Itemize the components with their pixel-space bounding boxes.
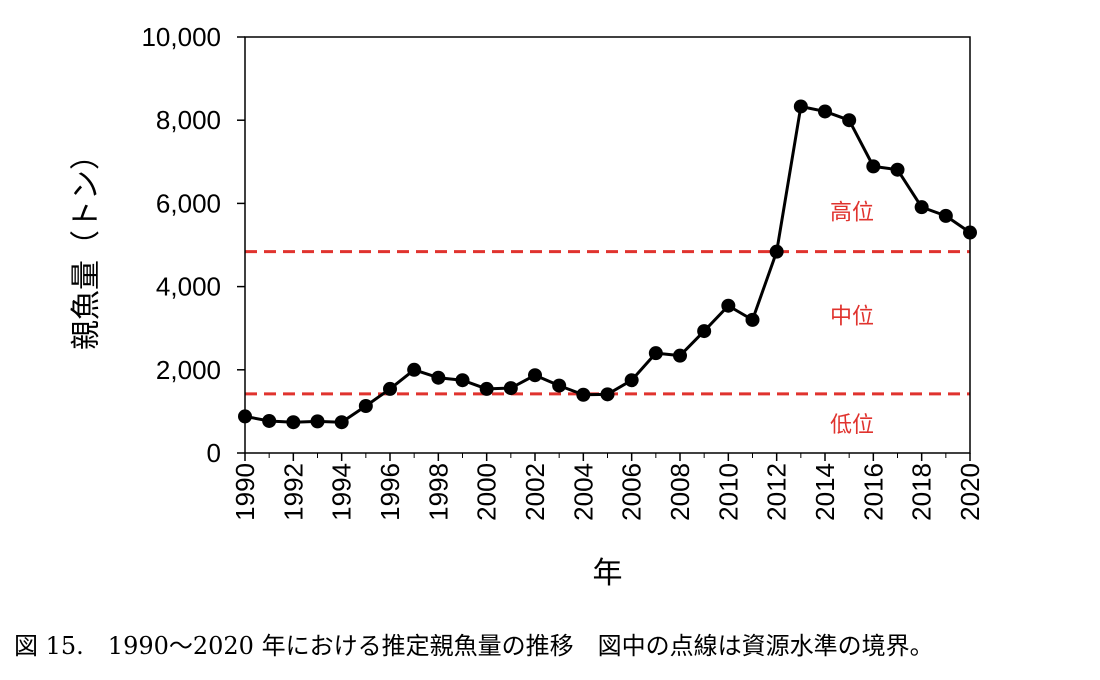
x-tick-label: 2020	[955, 463, 985, 521]
data-point	[624, 373, 639, 388]
series-group	[238, 99, 977, 430]
data-point	[503, 381, 518, 396]
data-point	[866, 159, 881, 174]
data-point	[818, 104, 832, 119]
x-tick-label: 1990	[230, 463, 260, 521]
x-tick-label: 1992	[278, 463, 308, 521]
spawning-biomass-chart: 0 2,000 4,000 6,000 8,000 10,000 1990 1992 1994…	[69, 22, 985, 591]
x-tick-label: 2000	[472, 463, 502, 521]
y-tick-label: 10,000	[141, 22, 221, 52]
x-tick-label: 1994	[327, 463, 357, 521]
data-point	[576, 387, 591, 402]
data-point	[914, 200, 929, 215]
data-point	[286, 415, 301, 430]
data-point	[431, 370, 446, 385]
y-tick-label: 8,000	[156, 105, 221, 135]
band-label: 中位	[830, 305, 874, 330]
data-point	[673, 348, 687, 363]
x-axis-ticks: 1990 1992 1994 1996 1998 2000 2002 2004 2006 2008…	[230, 453, 985, 521]
x-tick-label: 2006	[617, 463, 647, 521]
x-tick-label: 2002	[520, 463, 550, 521]
x-tick-label: 2008	[665, 463, 695, 521]
x-tick-label: 2012	[762, 463, 792, 521]
data-point	[383, 381, 397, 396]
plot-frame	[244, 36, 971, 454]
data-point	[890, 162, 905, 177]
x-tick-label: 1996	[375, 463, 405, 521]
data-point	[648, 346, 663, 361]
x-tick-label: 2004	[568, 463, 598, 521]
band-label: 低位	[830, 413, 874, 438]
data-point	[552, 378, 567, 393]
band-label: 高位	[830, 201, 874, 226]
x-tick-label: 2016	[858, 463, 888, 521]
series-line	[244, 104, 971, 424]
data-point	[262, 413, 277, 428]
data-point	[310, 414, 325, 429]
data-point	[842, 113, 857, 128]
data-point	[745, 312, 760, 327]
x-tick-label: 2018	[907, 463, 937, 521]
data-point	[528, 368, 542, 383]
data-point	[769, 244, 784, 259]
x-axis-title: 年	[593, 556, 623, 591]
data-point	[697, 324, 712, 339]
y-axis-title: 親魚量（トン）	[69, 140, 104, 350]
y-axis-ticks: 0 2,000 4,000 6,000 8,000 10,000	[141, 22, 245, 468]
data-point	[479, 381, 494, 396]
y-tick-label: 4,000	[156, 272, 221, 302]
data-point	[600, 387, 615, 402]
data-point	[407, 362, 422, 377]
data-point	[721, 298, 736, 313]
x-tick-label: 1998	[423, 463, 453, 521]
data-point	[938, 208, 953, 223]
data-point	[455, 373, 470, 388]
data-point	[358, 398, 373, 413]
y-tick-label: 0	[207, 438, 221, 468]
figure-caption: 図 15. 1990～2020 年における推定親魚量の推移 図中の点線は資源水準…	[14, 632, 934, 660]
data-point	[793, 99, 808, 114]
x-tick-label: 2010	[713, 463, 743, 521]
y-tick-label: 2,000	[156, 355, 221, 385]
x-tick-label: 2014	[810, 463, 840, 521]
data-point	[334, 415, 349, 430]
y-tick-label: 6,000	[156, 188, 221, 218]
